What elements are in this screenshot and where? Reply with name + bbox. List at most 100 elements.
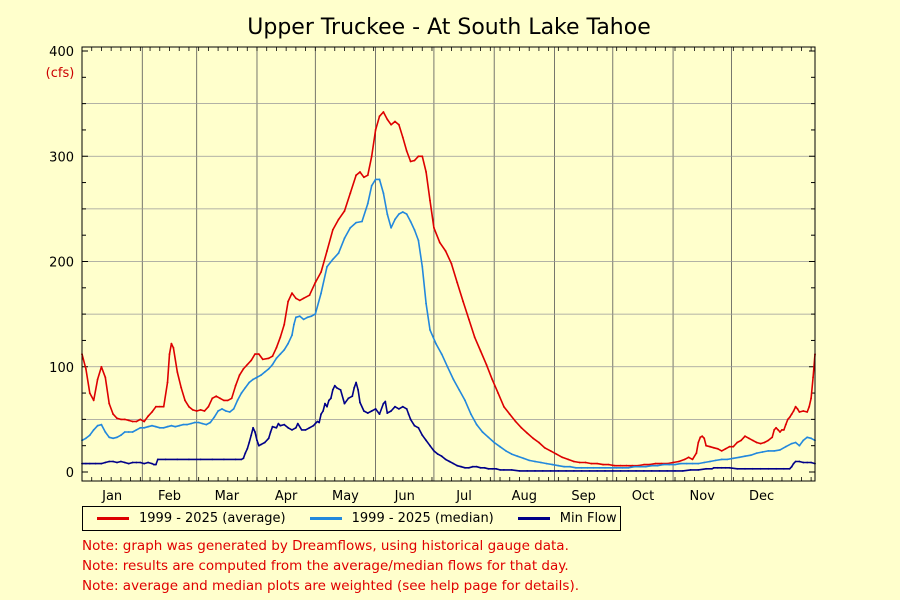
series-point-0 (751, 439, 754, 442)
series-point-2 (304, 429, 307, 431)
series-point-1 (217, 410, 220, 412)
series-point-2 (271, 425, 274, 428)
series-point-1 (331, 258, 334, 261)
x-tick-label: Aug (512, 489, 537, 504)
series-point-1 (487, 436, 490, 439)
series-point-2 (736, 467, 739, 470)
series-point-1 (674, 463, 676, 466)
series-point-0 (740, 439, 742, 442)
series-point-0 (812, 376, 814, 379)
series-point-2 (277, 422, 280, 425)
series-point-0 (250, 359, 253, 362)
x-tick-label: Jul (455, 489, 472, 504)
series-point-2 (421, 434, 424, 437)
series-point-0 (425, 171, 427, 173)
series-point-0 (654, 462, 657, 465)
series-point-1 (382, 192, 385, 195)
series-point-0 (678, 460, 680, 463)
series-point-0 (695, 452, 698, 454)
series-point-1 (162, 426, 165, 429)
series-point-1 (732, 457, 735, 460)
series-point-1 (116, 436, 118, 439)
series-point-1 (158, 426, 161, 429)
series-point-2 (705, 467, 707, 470)
grid-layer (82, 47, 815, 481)
series-point-2 (588, 470, 591, 472)
series-point-1 (505, 450, 507, 452)
series-point-0 (172, 346, 175, 349)
series-point-2 (347, 397, 350, 400)
series-point-1 (401, 211, 404, 213)
series-point-1 (225, 410, 227, 412)
series-point-1 (337, 252, 340, 255)
series-point-0 (112, 413, 114, 415)
series-point-0 (401, 136, 404, 139)
series-point-2 (689, 469, 692, 471)
series-point-2 (250, 434, 253, 437)
series-point-0 (790, 413, 793, 415)
series-point-0 (792, 410, 795, 412)
series-point-1 (155, 425, 157, 428)
series-point-1 (475, 423, 478, 426)
x-tick-label: Apr (275, 489, 298, 504)
series-point-2 (409, 418, 412, 421)
series-point-2 (287, 426, 289, 429)
series-point-1 (263, 371, 266, 373)
series-point-0 (728, 445, 731, 448)
series-point-1 (310, 315, 313, 318)
series-point-0 (806, 411, 809, 413)
series-point-0 (267, 357, 270, 360)
series-point-1 (761, 451, 764, 453)
series-point-0 (238, 374, 241, 377)
series-point-0 (479, 350, 482, 352)
series-point-1 (749, 454, 752, 457)
legend-label-min-flow: Min Flow (559, 511, 617, 526)
series-point-2 (386, 412, 389, 414)
series-point-1 (545, 462, 548, 465)
series-point-0 (405, 150, 408, 152)
series-point-0 (450, 262, 453, 265)
series-point-1 (563, 465, 566, 468)
series-point-0 (794, 405, 797, 408)
series-point-1 (644, 465, 647, 468)
series-point-1 (615, 466, 618, 469)
series-point-1 (197, 421, 200, 424)
series-point-0 (699, 436, 702, 439)
series-point-0 (394, 120, 396, 123)
series-point-1 (131, 431, 134, 433)
series-point-2 (275, 426, 278, 429)
series-point-0 (131, 420, 134, 423)
series-point-2 (127, 462, 130, 465)
series-point-2 (366, 412, 369, 414)
series-point-2 (499, 469, 501, 471)
series-point-1 (248, 381, 251, 384)
legend-item-min-flow: Min Flow (517, 511, 617, 526)
series-point-1 (151, 424, 153, 427)
series-point-2 (156, 458, 159, 461)
series-point-0 (602, 463, 604, 466)
series-point-0 (326, 250, 328, 252)
series-point-0 (755, 441, 758, 444)
series-point-0 (370, 155, 373, 158)
series-point-0 (567, 458, 569, 461)
series-point-0 (151, 411, 153, 413)
series-point-2 (627, 470, 630, 472)
series-point-0 (254, 353, 256, 355)
series-point-0 (139, 418, 142, 421)
series-point-0 (275, 346, 278, 349)
series-point-0 (497, 392, 499, 394)
series-point-1 (551, 463, 554, 466)
series-point-0 (720, 450, 723, 452)
series-point-2 (643, 470, 645, 472)
chart-legend: 1999 - 2025 (average) 1999 - 2025 (media… (82, 506, 621, 531)
series-point-1 (798, 444, 801, 447)
series-point-2 (147, 461, 150, 464)
series-point-1 (417, 239, 420, 242)
series-point-1 (609, 466, 612, 469)
series-point-0 (713, 446, 715, 449)
series-point-1 (112, 437, 114, 440)
series-point-0 (176, 371, 179, 373)
series-point-2 (697, 469, 700, 471)
series-point-0 (108, 402, 111, 405)
series-point-0 (767, 439, 770, 442)
